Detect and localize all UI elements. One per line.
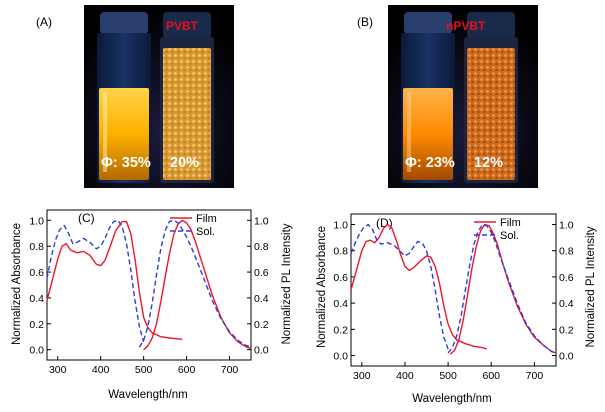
chart-c-x-tick-label: 300 — [49, 364, 67, 376]
chart-d-ylabel-left: Normalized Absorbance — [316, 226, 328, 348]
chart-c-y-tick-label-right: 0.6 — [254, 267, 269, 279]
yield-solution-b: Φ: 23% — [405, 155, 455, 171]
chart-d-y-tick-label-left: 0.0 — [333, 351, 348, 363]
chart-d-x-tick-label: 600 — [482, 370, 500, 382]
chart-c-y-tick-label-right: 0.2 — [254, 319, 269, 331]
yield-solution-a: Φ: 35% — [101, 155, 151, 171]
panel-tag-a: (A) — [36, 15, 52, 29]
yield-solid-b: 12% — [474, 155, 503, 171]
chart-c-y-tick-label-left: 0.6 — [29, 267, 44, 279]
chart-c-ylabel-left: Normalized Absorbance — [11, 223, 23, 345]
chart-c-y-tick-label-right: 0.8 — [254, 241, 269, 253]
chart-d-y-tick-label-right: 0.8 — [559, 246, 574, 258]
chart-d-legend-label-film: Film — [500, 217, 521, 229]
chart-c-legend-label-sol: Sol. — [196, 226, 215, 238]
chart-c: Normalized Absorbance Normalized PL Inte… — [11, 209, 293, 401]
chart-d-series-film-pl — [449, 223, 557, 355]
photo-title-a: PVBT — [166, 19, 199, 33]
chart-d-y-tick-label-left: 0.2 — [333, 324, 348, 336]
chart-c-series-sol-pl — [138, 219, 252, 348]
chart-c-x-tick-label: 500 — [135, 364, 153, 376]
chart-c-tag: (C) — [78, 211, 95, 225]
chart-c-y-tick-label-left: 1.0 — [29, 215, 44, 227]
chart-d-series-film-absorbance — [350, 223, 488, 350]
chart-c-y-tick-label-left: 0.8 — [29, 241, 44, 253]
powder-a — [163, 48, 211, 180]
chart-d-xlabel: Wavelength/nm — [412, 393, 491, 405]
chart-c-series-film-pl — [143, 219, 252, 351]
chart-c-plot-frame — [46, 209, 252, 361]
vial-powder-a — [160, 12, 214, 183]
vial-solution-b — [401, 12, 455, 183]
chart-c-y-tick-label-right: 0.4 — [254, 293, 269, 305]
chart-d-y-tick-label-right: 0.6 — [559, 272, 574, 284]
chart-c-x-tick-label: 400 — [92, 364, 110, 376]
powder-b — [467, 48, 515, 180]
chart-d: Normalized Absorbance Normalized PL Inte… — [316, 213, 597, 405]
chart-d-series-sol-pl — [447, 223, 557, 354]
chart-c-series-sol-absorbance — [46, 219, 145, 343]
chart-c-ylabel-right: Normalized PL Intensity — [281, 223, 293, 344]
yield-solid-a: 20% — [170, 155, 199, 171]
chart-d-y-tick-label-right: 0.2 — [559, 324, 574, 336]
photo-panel-a: (A) PVBT Φ: 35% 20% — [36, 5, 234, 188]
vial-powder-b — [464, 12, 518, 183]
chart-c-y-tick-label-right: 1.0 — [254, 215, 269, 227]
chart-d-y-tick-label-left: 0.6 — [333, 272, 348, 284]
chart-d-y-tick-label-left: 0.8 — [333, 246, 348, 258]
chart-c-series-film-absorbance — [46, 220, 183, 340]
chart-d-series-sol-absorbance — [350, 223, 449, 350]
chart-d-y-tick-label-left: 0.4 — [333, 298, 348, 310]
chart-d-tag: (D) — [376, 216, 393, 230]
chart-d-ylabel-right: Normalized PL Intensity — [585, 226, 597, 347]
chart-c-x-tick-label: 600 — [178, 364, 196, 376]
photo-panel-b: (B) nPVBT Φ: 23% 12% — [357, 5, 538, 188]
panel-tag-b: (B) — [357, 15, 373, 29]
vial-solution-a — [97, 12, 151, 183]
chart-c-y-tick-label-left: 0.4 — [29, 293, 44, 305]
chart-d-x-tick-label: 500 — [439, 370, 457, 382]
chart-c-y-tick-label-left: 0.0 — [29, 345, 44, 357]
chart-d-y-tick-label-right: 0.4 — [559, 298, 574, 310]
chart-c-legend-label-film: Film — [196, 213, 217, 225]
photo-title-b: nPVBT — [446, 19, 486, 33]
chart-c-xlabel: Wavelength/nm — [108, 389, 187, 401]
chart-d-x-tick-label: 300 — [353, 370, 371, 382]
chart-d-legend-label-sol: Sol. — [500, 230, 519, 242]
chart-d-y-tick-label-right: 0.0 — [559, 351, 574, 363]
chart-c-y-tick-label-right: 0.0 — [254, 345, 269, 357]
chart-d-y-tick-label-right: 1.0 — [559, 219, 574, 231]
chart-c-x-tick-label: 700 — [221, 364, 239, 376]
solution-glow-b — [403, 88, 453, 180]
chart-d-y-tick-label-left: 1.0 — [333, 219, 348, 231]
chart-c-y-tick-label-left: 0.2 — [29, 319, 44, 331]
chart-d-x-tick-label: 400 — [396, 370, 414, 382]
solution-glow-a — [99, 88, 149, 180]
chart-d-x-tick-label: 700 — [526, 370, 544, 382]
